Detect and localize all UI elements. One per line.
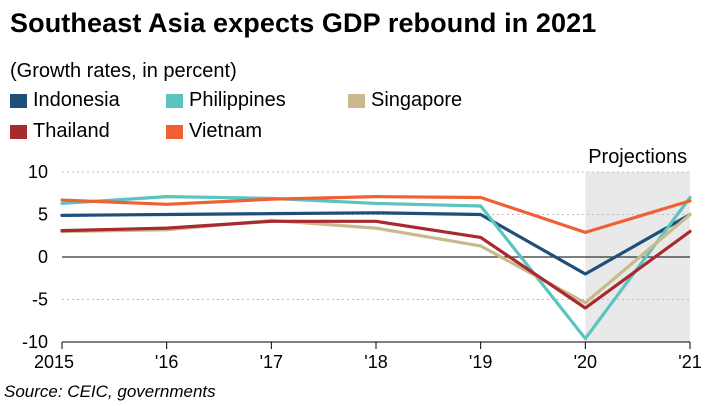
x-tick-label: '20 — [574, 352, 597, 372]
chart-title: Southeast Asia expects GDP rebound in 20… — [10, 8, 597, 38]
x-tick-label: 2015 — [34, 352, 74, 372]
x-tick-label: '16 — [155, 352, 178, 372]
legend-label-thailand: Thailand — [33, 120, 110, 142]
projection-label: Projections — [588, 146, 687, 168]
legend-item-philippines: Philippines — [166, 89, 286, 112]
legend-label-singapore: Singapore — [371, 89, 463, 111]
legend-label-vietnam: Vietnam — [189, 120, 263, 142]
legend-item-indonesia: Indonesia — [10, 89, 120, 112]
x-tick-label: '21 — [678, 352, 701, 372]
x-tick-label: '17 — [260, 352, 283, 372]
legend-item-vietnam: Vietnam — [166, 120, 262, 143]
y-tick-label: 5 — [38, 205, 48, 225]
chart-subtitle: (Growth rates, in percent) — [10, 60, 237, 82]
y-tick-label: 10 — [28, 162, 48, 182]
legend-swatch-indonesia — [10, 93, 27, 108]
x-tick-label: '19 — [469, 352, 492, 372]
y-tick-label: -10 — [22, 332, 48, 352]
legend-swatch-thailand — [10, 124, 27, 139]
source-note: Source: CEIC, governments — [4, 382, 216, 401]
legend-item-singapore: Singapore — [348, 89, 462, 112]
x-tick-label: '18 — [364, 352, 387, 372]
y-tick-label: -5 — [32, 290, 48, 310]
legend-item-thailand: Thailand — [10, 120, 110, 143]
legend-swatch-vietnam — [166, 124, 183, 139]
legend-swatch-philippines — [166, 93, 183, 108]
y-tick-label: 0 — [38, 247, 48, 267]
legend-swatch-singapore — [348, 93, 365, 108]
legend-label-indonesia: Indonesia — [33, 89, 120, 111]
legend-label-philippines: Philippines — [189, 89, 286, 111]
